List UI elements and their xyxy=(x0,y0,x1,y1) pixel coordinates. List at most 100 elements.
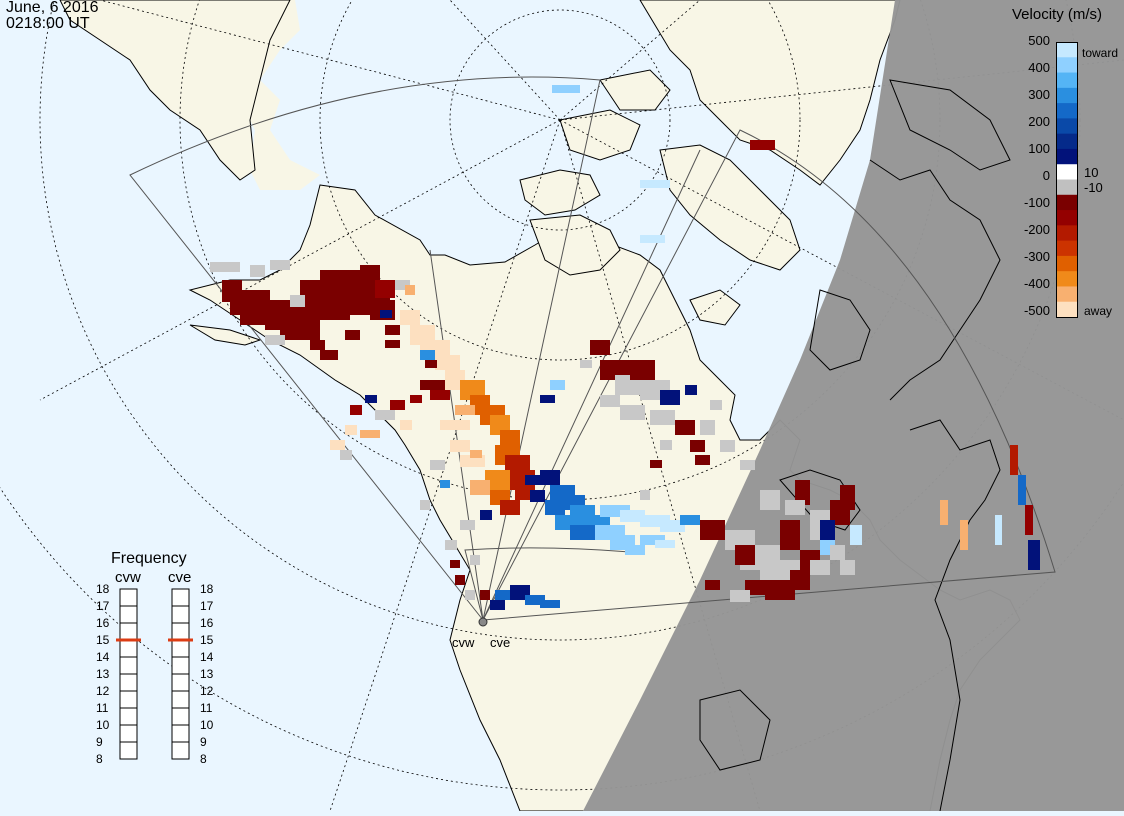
velocity-cell xyxy=(525,595,545,605)
velocity-cell xyxy=(210,262,240,272)
velocity-cell xyxy=(222,280,242,302)
velocity-cell xyxy=(780,520,800,550)
velocity-cell xyxy=(785,500,805,515)
velocity-cell xyxy=(840,485,855,510)
velocity-cell xyxy=(840,560,855,575)
velocity-cell xyxy=(420,380,445,390)
velocity-cell xyxy=(470,450,482,458)
velocity-cell xyxy=(590,340,610,355)
frequency-tick-label: 10 xyxy=(200,718,214,732)
colorbar-segment xyxy=(1056,255,1078,272)
velocity-tick-label: 400 xyxy=(1028,60,1050,75)
velocity-cell xyxy=(960,520,968,550)
velocity-cell xyxy=(485,470,510,490)
date-label: June, 6 2016 xyxy=(6,0,99,16)
colorbar-segment xyxy=(1056,42,1078,58)
velocity-cell xyxy=(435,355,460,370)
velocity-cell xyxy=(330,440,345,450)
velocity-cell xyxy=(695,455,710,465)
velocity-cell xyxy=(480,510,492,520)
velocity-cell xyxy=(365,395,377,403)
velocity-cell xyxy=(445,540,457,550)
velocity-cell xyxy=(400,420,412,430)
velocity-cell xyxy=(240,310,270,325)
frequency-title: Frequency xyxy=(111,550,187,567)
velocity-cell xyxy=(790,570,810,590)
colorbar-segment xyxy=(1056,271,1078,287)
velocity-cell xyxy=(1010,445,1018,475)
frequency-tick-label: 13 xyxy=(96,667,110,681)
frequency-gauges xyxy=(116,588,193,760)
landmass-arctic-island-2 xyxy=(559,109,641,161)
velocity-cell xyxy=(552,85,580,93)
velocity-cell xyxy=(310,340,325,350)
velocity-cell xyxy=(660,390,680,405)
colorbar-segment xyxy=(1056,164,1078,180)
velocity-cell xyxy=(1025,505,1033,535)
radar-label-cve: cve xyxy=(490,635,511,650)
velocity-cells xyxy=(210,85,1040,610)
frequency-tick-label: 12 xyxy=(200,684,214,698)
velocity-cell xyxy=(480,590,490,600)
velocity-cell xyxy=(500,500,520,515)
velocity-cell xyxy=(660,440,672,450)
colorbar-segment xyxy=(1056,210,1078,226)
frequency-column-label-cve: cve xyxy=(168,569,192,586)
fov-cve xyxy=(482,129,1056,621)
frequency-tick-label: 16 xyxy=(200,616,214,630)
velocity-cell xyxy=(450,440,470,452)
colorbar-segment xyxy=(1056,194,1078,211)
velocity-cell xyxy=(750,140,775,150)
velocity-cell xyxy=(470,555,480,565)
velocity-cell xyxy=(440,480,450,488)
colorbar-segment xyxy=(1056,87,1078,104)
velocity-cell xyxy=(265,335,285,345)
velocity-cell xyxy=(270,260,290,270)
frequency-tick-label: 9 xyxy=(96,735,103,749)
frequency-marker-cvw xyxy=(116,638,141,642)
velocity-cell xyxy=(505,455,530,470)
velocity-cell xyxy=(550,380,565,390)
velocity-cell xyxy=(430,390,450,400)
velocity-cell xyxy=(390,400,405,410)
velocity-cell xyxy=(340,450,352,460)
frequency-tick-label: 17 xyxy=(96,599,110,613)
landmass-hudson-island xyxy=(689,289,741,326)
frequency-tick-label: 15 xyxy=(96,633,110,647)
velocity-cell xyxy=(455,405,475,415)
velocity-cell xyxy=(700,420,715,435)
velocity-cell xyxy=(530,490,545,502)
colorbar-segment xyxy=(1056,148,1078,165)
colorbar-segment xyxy=(1056,103,1078,119)
velocity-cell xyxy=(300,280,350,320)
velocity-cell xyxy=(850,525,862,545)
colorbar-segment xyxy=(1056,118,1078,135)
velocity-cell xyxy=(540,395,555,403)
colorbar-segment xyxy=(1056,72,1078,89)
velocity-cell xyxy=(735,545,755,565)
velocity-cell xyxy=(250,265,265,277)
velocity-cell xyxy=(545,500,565,515)
velocity-cell xyxy=(620,405,645,420)
frequency-tick-label: 11 xyxy=(96,701,109,715)
velocity-cell xyxy=(995,515,1002,545)
velocity-cell xyxy=(290,295,305,307)
colorbar-segment xyxy=(1056,225,1078,242)
velocity-cell xyxy=(600,395,620,407)
frequency-tick-label: 18 xyxy=(96,582,110,596)
velocity-cell xyxy=(660,520,685,532)
velocity-cell xyxy=(345,425,357,435)
frequency-tick-label: 14 xyxy=(96,650,110,664)
velocity-cell xyxy=(625,545,645,555)
velocity-cell xyxy=(700,520,725,540)
velocity-tick-label: -300 xyxy=(1023,249,1050,264)
velocity-cell xyxy=(740,460,755,470)
colorbar-segment xyxy=(1056,179,1078,196)
velocity-cell xyxy=(720,440,735,452)
frequency-tick-label: 10 xyxy=(96,718,110,732)
velocity-tick-label: -200 xyxy=(1023,222,1050,237)
velocity-cell xyxy=(640,490,650,500)
frequency-marker-cve xyxy=(168,638,193,642)
time-label: 0218:00 UT xyxy=(6,15,90,32)
